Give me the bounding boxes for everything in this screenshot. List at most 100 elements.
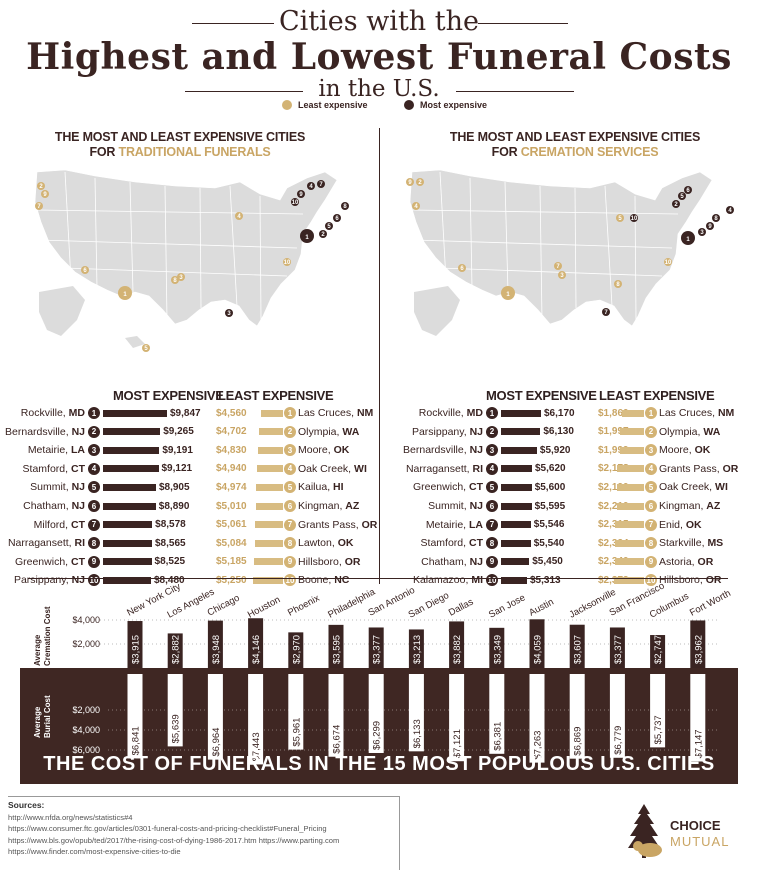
data-label-cremation: $3,377	[372, 635, 383, 664]
cremation-least-bar-10	[614, 571, 644, 589]
marker-least-6: 6	[458, 264, 466, 272]
rank-badge: 4	[88, 462, 100, 475]
marker-most-3: 3	[698, 228, 706, 236]
rank-badge: 2	[645, 425, 657, 438]
source-line[interactable]: https://www.consumer.ftc.gov/articles/03…	[8, 824, 327, 833]
traditional-most-rank-10: 10	[88, 571, 100, 589]
state-code: LA	[469, 518, 483, 531]
marker-most-10: 10	[291, 198, 299, 206]
state-code: OR	[344, 555, 361, 568]
svg-text:9: 9	[408, 180, 412, 186]
marker-least-4: 4	[412, 202, 420, 210]
traditional-most-bar-5	[103, 478, 156, 496]
svg-text:6: 6	[460, 266, 464, 272]
traditional-least-rank-8: 8	[284, 534, 296, 552]
data-label-cremation: $3,962	[693, 635, 704, 664]
svg-text:4: 4	[237, 214, 241, 220]
marker-least-10: 10	[283, 258, 291, 266]
svg-text:3: 3	[227, 311, 231, 317]
traditional-most-bar-2	[103, 423, 161, 441]
us-mainland-shape	[34, 169, 338, 327]
title-rule-right-3	[456, 91, 574, 92]
traditional-least-city-6: Kingman, AZ	[298, 497, 359, 515]
cremation-most-value-7: $5,546	[533, 519, 565, 531]
city-name: Astoria,	[659, 555, 695, 568]
cremation-least-rank-9: 9	[645, 553, 657, 571]
data-label-burial: $6,674	[332, 725, 343, 754]
bar-cremation	[609, 627, 625, 668]
traditional-least-value-2: $4,702	[216, 426, 247, 438]
marker-most-6: 6	[684, 186, 692, 194]
marker-most-9: 9	[297, 190, 305, 198]
traditional-least-city-4: Oak Creek, WI	[298, 460, 367, 478]
state-borders	[36, 171, 304, 321]
city-name: Metairie,	[425, 518, 467, 531]
marker-most-2: 2	[319, 230, 327, 238]
traditional-least-value-4: $4,940	[216, 463, 247, 475]
logo-line1: CHOICE	[670, 818, 721, 833]
cremation-least-bar-9	[614, 553, 644, 571]
source-line[interactable]: http://www.nfda.org/news/statistics#4	[8, 812, 133, 822]
state-code: OR	[361, 518, 378, 531]
cremation-most-city-3: Bernardsville, NJ	[373, 441, 483, 459]
cremation-least-rank-2: 2	[645, 423, 657, 441]
svg-text:3: 3	[179, 275, 183, 281]
city-name: Summit,	[428, 500, 467, 512]
city-name: Oak Creek,	[298, 462, 352, 475]
cremation-most-bar-5	[501, 478, 532, 496]
traditional-most-value-5: $8,905	[158, 481, 190, 493]
cost-bar	[253, 576, 283, 584]
cremation-least-bar-6	[616, 497, 644, 515]
source-line[interactable]: https://www.bls.gov/opub/ted/2017/the-ri…	[8, 835, 340, 845]
y-tick-label-down: $2,000	[72, 705, 100, 715]
traditional-least-city-10: Boone, NC	[298, 571, 349, 589]
traditional-least-rank-5: 5	[284, 478, 296, 496]
marker-least-2: 2	[37, 182, 45, 190]
svg-text:9: 9	[43, 192, 47, 198]
cremation-most-value-1: $6,170	[544, 407, 575, 419]
traditional-least-city-8: Lawton, OK	[298, 534, 353, 552]
state-code: LA	[71, 444, 85, 457]
city-name: Metairie,	[27, 444, 69, 457]
cremation-most-value-5: $5,600	[534, 481, 566, 493]
rank-badge: 9	[645, 555, 657, 568]
source-line[interactable]: https://www.finder.com/most-expensive-ci…	[8, 847, 181, 856]
traditional-least-rank-3: 3	[284, 441, 296, 459]
cremation-title-prefix: for	[491, 145, 518, 159]
cremation-least-value-4: $2,178	[598, 463, 629, 475]
svg-text:7: 7	[556, 264, 560, 270]
data-label-cremation: $3,349	[492, 635, 503, 664]
rank-badge: 6	[645, 500, 657, 512]
traditional-most-bar-4	[103, 460, 159, 478]
marker-most-1: 1	[681, 231, 695, 245]
traditional-least-rank-4: 4	[284, 460, 296, 478]
cremation-least-bar-4	[617, 460, 644, 478]
svg-text:9: 9	[299, 192, 303, 198]
rank-badge: 4	[645, 462, 657, 475]
bear-icon	[633, 841, 662, 857]
city-name: Olympia,	[298, 425, 340, 438]
marker-least-8: 8	[171, 276, 179, 284]
state-code: MD	[68, 407, 85, 419]
cremation-least-bar-2	[619, 423, 644, 441]
cost-bar	[619, 446, 644, 454]
traditional-most-value-8: $8,565	[154, 537, 186, 549]
bar-burial	[167, 674, 183, 747]
data-label-burial: $6,869	[573, 727, 584, 756]
data-label-cremation: $2,882	[171, 635, 182, 664]
bar-cremation	[650, 635, 666, 668]
traditional-least-bar-1	[261, 404, 283, 422]
title-line-2: Highest and Lowest Funeral Costs	[26, 36, 732, 78]
bar-cremation	[489, 627, 505, 668]
traditional-least-value-6: $5,010	[216, 500, 247, 512]
cremation-most-rank-7: 7	[486, 516, 498, 534]
data-label-burial: $5,961	[291, 718, 302, 747]
svg-text:5: 5	[144, 346, 148, 352]
cremation-most-city-9: Chatham, NJ	[373, 553, 483, 571]
svg-text:10: 10	[292, 200, 299, 206]
cost-bar	[103, 483, 156, 491]
city-name: Enid,	[659, 518, 683, 531]
data-label-cremation: $3,915	[131, 635, 142, 664]
cremation-least-value-10: $2,373	[598, 571, 629, 589]
